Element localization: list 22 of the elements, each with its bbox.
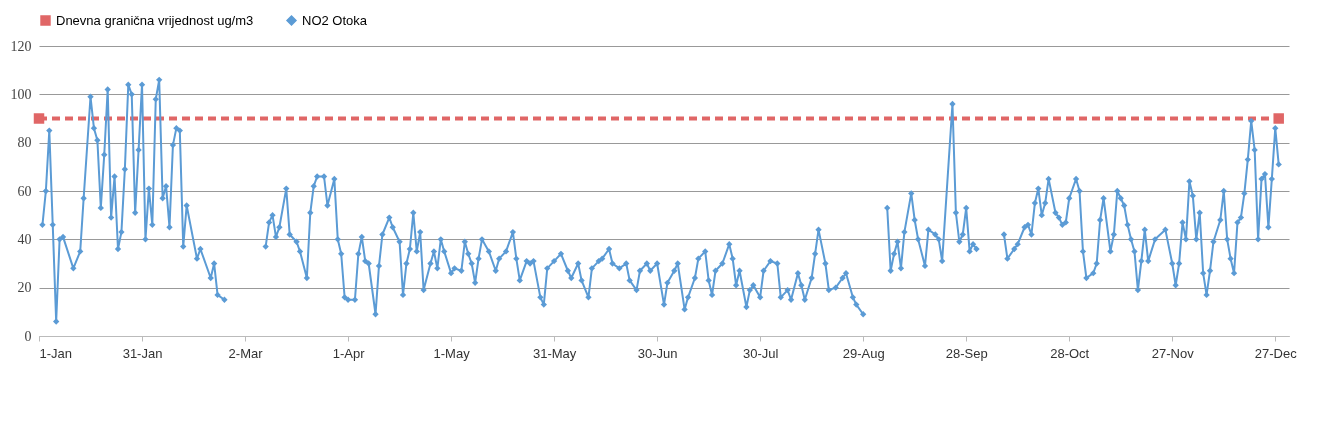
x-tick-label: 27-Dec [1254,345,1298,361]
x-tick-label: 1-May [433,345,471,361]
x-tick-label: 30-Jul [742,345,779,361]
x-tick-label: 29-Aug [842,345,885,361]
x-tick-label: 28-Sep [945,345,988,361]
x-tick-label: 27-Nov [1151,345,1195,361]
x-tick-label: 2-Mar [228,345,264,361]
x-tick-label: 28-Oct [1050,345,1090,361]
x-tick-label: 1-Apr [332,345,366,361]
x-tick-label: 31-Jan [122,345,163,361]
y-tick-label: 120 [10,38,32,54]
y-tick-label: 40 [17,231,32,247]
legend-label: Dnevna granična vrijednost ug/m3 [56,12,254,28]
y-tick-label: 20 [17,280,32,296]
x-tick-label: 31-May [532,345,577,361]
x-tick-label: 1-Jan [39,345,73,361]
x-tick-label: 30-Jun [637,345,678,361]
y-tick-label: 0 [24,328,32,344]
y-tick-label: 100 [10,86,32,102]
legend-label: NO2 Otoka [302,12,368,28]
y-tick-label: 60 [17,183,32,199]
y-tick-label: 80 [17,135,32,151]
